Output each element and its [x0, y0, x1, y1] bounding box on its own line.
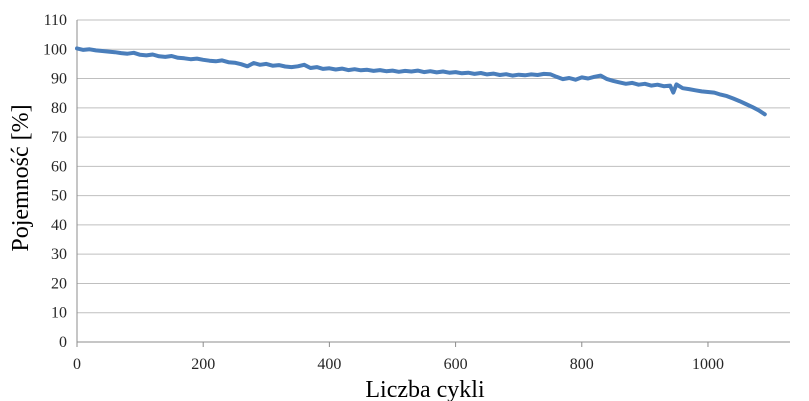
x-tick-label: 400: [317, 356, 341, 373]
y-tick-label: 0: [59, 334, 67, 351]
y-axis-ticks: 0 10 20 30 40 50 60 70 80 90 100 110: [43, 12, 67, 351]
y-tick-label: 40: [51, 217, 67, 234]
x-tick-label: 600: [444, 356, 468, 373]
x-axis-ticks: 0 200 400 600 800 1000: [73, 342, 724, 373]
axes: [76, 20, 790, 343]
x-axis-title: Liczba cykli: [365, 377, 485, 401]
y-tick-label: 50: [51, 188, 67, 205]
y-tick-label: 30: [51, 246, 67, 263]
y-tick-label: 90: [51, 71, 67, 88]
y-tick-label: 80: [51, 100, 67, 117]
series-group: [75, 46, 767, 117]
y-tick-label: 70: [51, 129, 67, 146]
y-tick-label: 110: [44, 12, 67, 29]
y-axis-title: Pojemność [%]: [8, 104, 34, 251]
y-tick-label: 10: [51, 305, 67, 322]
y-tick-label: 100: [43, 41, 67, 58]
x-tick-label: 1000: [692, 356, 724, 373]
y-tick-label: 60: [51, 158, 67, 175]
x-tick-label: 0: [73, 356, 81, 373]
series-line-0: [75, 46, 767, 117]
x-tick-label: 200: [191, 356, 215, 373]
y-tick-label: 20: [51, 275, 67, 292]
x-tick-label: 800: [570, 356, 594, 373]
grid-lines: [77, 19, 790, 314]
